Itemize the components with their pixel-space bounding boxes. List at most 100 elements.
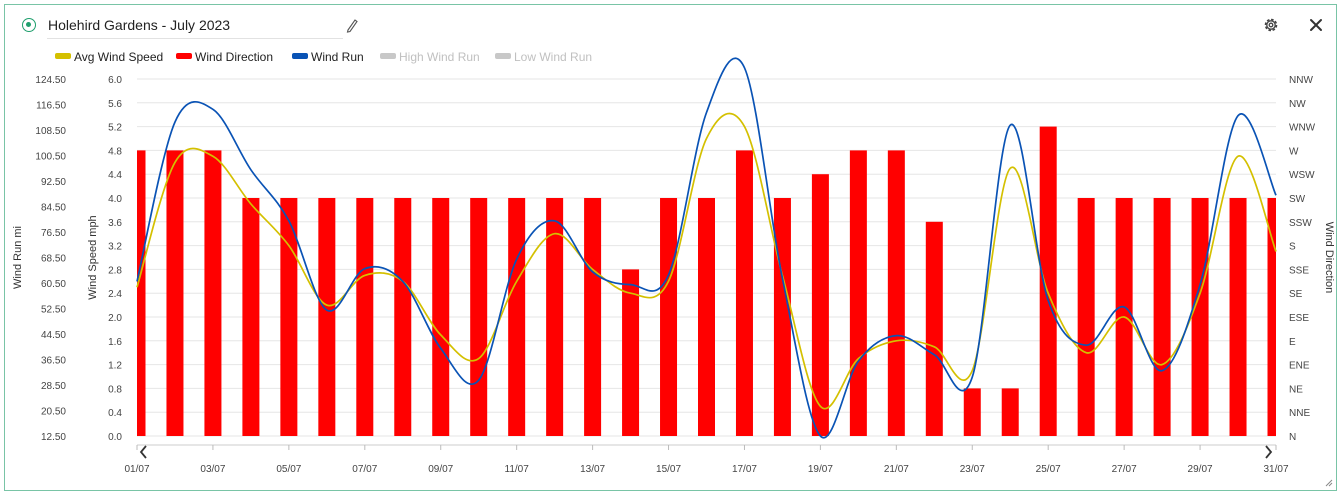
wind-direction-tick-label: SSW [1289,218,1312,229]
wind-speed-tick-label: 2.4 [108,289,122,300]
wind-direction-tick-label: WNW [1289,123,1316,134]
wind-direction-bar[interactable] [735,150,753,436]
wind-direction-bar[interactable] [849,150,867,436]
chevron-left-icon[interactable] [139,445,147,459]
wind-direction-bar[interactable] [698,198,715,436]
wind-run-tick-label: 108.50 [35,126,66,137]
wind-direction-bar[interactable] [887,150,905,436]
x-tick-label: 03/07 [200,464,225,475]
wind-direction-bar[interactable] [773,198,791,436]
wind-run-tick-label: 20.50 [41,407,66,418]
wind-run-tick-label: 84.50 [41,203,66,214]
wind-direction-tick-label: W [1289,146,1299,157]
wind-direction-bar[interactable] [1267,198,1277,436]
gear-icon[interactable] [1262,16,1280,34]
wind-run-tick-label: 68.50 [41,254,66,265]
wind-speed-tick-label: 5.2 [108,123,122,134]
wind-direction-bar[interactable] [546,198,564,436]
wind-direction-tick-label: NW [1289,99,1306,110]
wind-direction-tick-label: ENE [1289,361,1310,372]
x-tick-label: 05/07 [276,464,301,475]
panel-header: Holehird Gardens - July 2023 [5,5,1336,45]
wind-speed-tick-label: 5.6 [108,99,122,110]
title-underline [47,38,343,39]
wind-direction-bar[interactable] [584,198,602,436]
wind-direction-bar[interactable] [1191,198,1209,436]
x-tick-label: 21/07 [884,464,909,475]
wind-speed-tick-label: 3.2 [108,242,122,253]
wind-direction-tick-label: NNW [1289,75,1313,86]
legend-item-wind-direction[interactable]: Wind Direction [176,49,273,64]
wind-direction-bar[interactable] [242,198,260,436]
wind-direction-bar[interactable] [394,198,412,436]
status-icon [22,18,36,32]
wind-direction-bar[interactable] [1077,198,1095,436]
x-tick-label: 31/07 [1263,464,1288,475]
wind-direction-bar[interactable] [1039,126,1057,436]
wind-direction-bar[interactable] [963,388,981,436]
panel-title[interactable]: Holehird Gardens - July 2023 [48,17,231,33]
legend-swatch [495,52,511,59]
wind-speed-tick-label: 0.0 [108,432,122,443]
wind-direction-bar[interactable] [622,269,640,436]
wind-run-tick-label: 100.50 [35,152,66,163]
wind-direction-bar[interactable] [1153,198,1171,436]
wind-run-tick-label: 116.50 [36,101,66,112]
legend-swatch [380,52,396,59]
x-tick-label: 17/07 [732,464,757,475]
wind-direction-bar[interactable] [811,174,829,436]
wind-speed-tick-label: 0.4 [108,408,122,419]
wind-run-tick-label: 92.50 [41,177,66,188]
legend-item-wind-run[interactable]: Wind Run [292,49,364,64]
x-tick-label: 01/07 [124,464,149,475]
chevron-right-icon[interactable] [1265,445,1273,459]
wind-direction-bar[interactable] [280,198,298,436]
wind-direction-bar[interactable] [508,198,526,436]
pencil-icon[interactable] [345,17,359,33]
wind-speed-tick-label: 2.0 [108,313,122,324]
wind-speed-tick-label: 4.8 [108,146,122,157]
wind-direction-bar[interactable] [137,150,146,436]
legend-item-high-wind-run[interactable]: High Wind Run [380,49,480,64]
wind-run-tick-label: 60.50 [41,279,66,290]
wind-speed-tick-label: 0.8 [108,384,122,395]
wind-speed-tick-label: 1.2 [108,361,122,372]
wind-direction-tick-label: SSE [1289,265,1309,276]
x-tick-label: 07/07 [352,464,377,475]
legend-item-low-wind-run[interactable]: Low Wind Run [495,49,592,64]
wind-direction-bar[interactable] [925,221,943,436]
wind-run-tick-label: 52.50 [41,305,66,316]
close-icon[interactable] [1308,17,1324,33]
wind-direction-bar[interactable] [470,198,488,436]
legend-item-avg-wind-speed[interactable]: Avg Wind Speed [55,49,163,64]
wind-run-tick-label: 44.50 [41,330,66,341]
legend-swatch [55,52,71,59]
wind-direction-bar[interactable] [204,150,222,436]
wind-run-line[interactable] [136,57,1277,439]
wind-direction-tick-label: ESE [1289,313,1309,324]
wind-speed-tick-label: 3.6 [108,218,122,229]
wind-direction-bar[interactable] [1229,198,1247,436]
wind-direction-tick-label: E [1289,337,1296,348]
wind-direction-bar[interactable] [166,150,184,436]
legend-swatch [292,52,308,59]
legend-swatch [176,52,192,59]
resize-handle[interactable] [1323,477,1333,487]
x-tick-label: 11/07 [505,464,530,475]
wind-direction-bar[interactable] [356,198,374,436]
wind-direction-axis-title: Wind Direction [1323,222,1335,294]
wind-speed-tick-label: 4.4 [108,170,122,181]
wind-direction-tick-label: S [1289,242,1296,253]
wind-direction-bar[interactable] [318,198,336,436]
wind-direction-bar[interactable] [1001,388,1019,436]
wind-speed-tick-label: 4.0 [108,194,122,205]
x-tick-label: 09/07 [428,464,453,475]
wind-direction-bar[interactable] [432,198,450,436]
x-tick-label: 25/07 [1036,464,1061,475]
wind-run-tick-label: 36.50 [41,356,66,367]
wind-direction-bar[interactable] [660,198,678,436]
x-tick-label: 23/07 [960,464,985,475]
avg-wind-speed-line[interactable] [136,112,1277,410]
wind-direction-tick-label: NE [1289,384,1303,395]
wind-direction-tick-label: SE [1289,289,1303,300]
